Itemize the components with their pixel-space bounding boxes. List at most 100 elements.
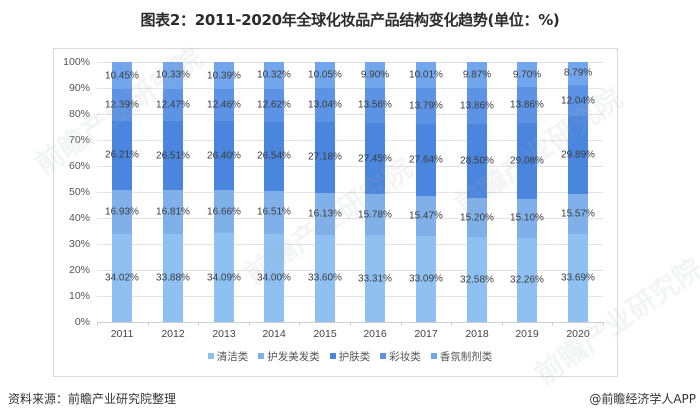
x-axis-tick-label: 2014: [262, 328, 286, 340]
bar-segment[interactable]: [517, 87, 537, 124]
data-label: 10.45%: [105, 70, 139, 82]
bar-segment[interactable]: [214, 190, 234, 234]
data-label: 13.56%: [358, 99, 392, 111]
bar-segment[interactable]: [568, 62, 588, 85]
bar-segment[interactable]: [264, 121, 284, 191]
data-label: 13.04%: [308, 99, 342, 111]
bar-segment[interactable]: [315, 88, 335, 123]
bar-segment[interactable]: [214, 89, 234, 122]
bar-segment[interactable]: [163, 88, 183, 122]
data-label: 34.02%: [105, 272, 139, 284]
bar-segment[interactable]: [365, 122, 385, 195]
bar-2018[interactable]: [467, 61, 487, 322]
bar-segment[interactable]: [163, 121, 183, 191]
bar-segment[interactable]: [416, 62, 436, 89]
data-label: 34.09%: [207, 272, 241, 284]
y-axis-tick-label: 80%: [68, 108, 90, 120]
bar-segment[interactable]: [467, 197, 487, 238]
data-label: 33.88%: [156, 272, 190, 284]
x-axis-tick: [350, 322, 351, 326]
bar-segment[interactable]: [467, 123, 487, 198]
bar-segment[interactable]: [163, 190, 183, 234]
bar-segment[interactable]: [315, 122, 335, 193]
bar-segment[interactable]: [416, 88, 436, 124]
x-axis-tick-label: 2018: [465, 328, 489, 340]
bar-2019[interactable]: [517, 62, 537, 322]
bar-segment[interactable]: [112, 89, 132, 122]
data-label: 29.08%: [510, 155, 544, 167]
bar-2017[interactable]: [416, 62, 436, 322]
bar-2012[interactable]: [163, 62, 183, 322]
data-label: 8.79%: [563, 67, 593, 79]
bar-segment[interactable]: [467, 61, 487, 88]
bar-segment[interactable]: [315, 234, 335, 322]
bar-segment[interactable]: [568, 234, 588, 322]
gridline: [97, 218, 603, 219]
bar-segment[interactable]: [365, 87, 385, 123]
data-label: 33.60%: [308, 272, 342, 284]
x-axis-tick: [451, 322, 452, 326]
legend-item[interactable]: 护发美发类: [258, 349, 320, 364]
bar-segment[interactable]: [264, 233, 284, 322]
bar-segment[interactable]: [315, 62, 335, 89]
data-label: 10.05%: [308, 69, 342, 81]
bar-segment[interactable]: [416, 123, 436, 196]
bar-segment[interactable]: [568, 116, 588, 194]
bar-2020[interactable]: [568, 62, 588, 322]
bar-segment[interactable]: [315, 192, 335, 235]
y-axis-tick-label: 60%: [68, 160, 90, 172]
chart-title: 图表2：2011-2020年全球化妆品产品结构变化趋势(单位：%): [140, 11, 560, 29]
bar-segment[interactable]: [416, 235, 436, 322]
bar-segment[interactable]: [517, 238, 537, 322]
bar-segment[interactable]: [214, 62, 234, 89]
legend-item[interactable]: 彩妆类: [380, 349, 421, 364]
legend-item[interactable]: 香氛制剂类: [430, 349, 492, 364]
bar-2016[interactable]: [365, 62, 385, 322]
bar-2014[interactable]: [264, 62, 284, 322]
legend-swatch-icon: [430, 353, 437, 359]
bar-2015[interactable]: [315, 62, 335, 322]
bar-segment[interactable]: [517, 62, 537, 88]
bar-segment[interactable]: [112, 62, 132, 90]
bar-segment[interactable]: [264, 62, 284, 89]
bar-segment[interactable]: [517, 123, 537, 199]
bar-segment[interactable]: [568, 84, 588, 117]
bar-segment[interactable]: [365, 235, 385, 322]
legend-swatch-icon: [207, 353, 214, 359]
bar-segment[interactable]: [467, 87, 487, 124]
data-label: 10.01%: [409, 69, 443, 81]
bar-2011[interactable]: [112, 62, 132, 322]
bar-2013[interactable]: [214, 62, 234, 322]
data-label: 13.79%: [409, 100, 443, 112]
bar-segment[interactable]: [214, 121, 234, 191]
bar-segment[interactable]: [264, 88, 284, 122]
gridline: [97, 244, 603, 245]
legend-item[interactable]: 护肤类: [329, 349, 370, 364]
bar-segment[interactable]: [568, 193, 588, 235]
bar-segment[interactable]: [365, 194, 385, 236]
bar-segment[interactable]: [214, 233, 234, 322]
x-axis-tick: [97, 322, 98, 326]
bar-segment[interactable]: [112, 233, 132, 322]
legend-item[interactable]: 清洁类: [207, 349, 248, 364]
data-label: 16.13%: [308, 208, 342, 220]
legend-swatch-icon: [380, 353, 387, 359]
bar-segment[interactable]: [112, 189, 132, 234]
bar-segment[interactable]: [517, 198, 537, 239]
x-axis-tick: [299, 322, 300, 326]
bar-segment[interactable]: [416, 195, 436, 236]
bar-segment[interactable]: [264, 190, 284, 234]
chart-legend: 清洁类 护发美发类 护肤类 彩妆类 香氛制剂类: [0, 349, 700, 364]
data-label: 33.09%: [409, 273, 443, 285]
bar-segment[interactable]: [163, 233, 183, 322]
data-label: 13.86%: [460, 100, 494, 112]
x-axis-tick: [552, 322, 553, 326]
x-axis-tick-label: 2017: [414, 328, 438, 340]
bar-segment[interactable]: [467, 237, 487, 322]
bar-segment[interactable]: [112, 121, 132, 190]
bar-segment[interactable]: [365, 62, 385, 88]
data-label: 12.47%: [156, 99, 190, 111]
x-axis-tick-label: 2012: [161, 328, 185, 340]
x-axis-tick: [401, 322, 402, 326]
bar-segment[interactable]: [163, 62, 183, 89]
